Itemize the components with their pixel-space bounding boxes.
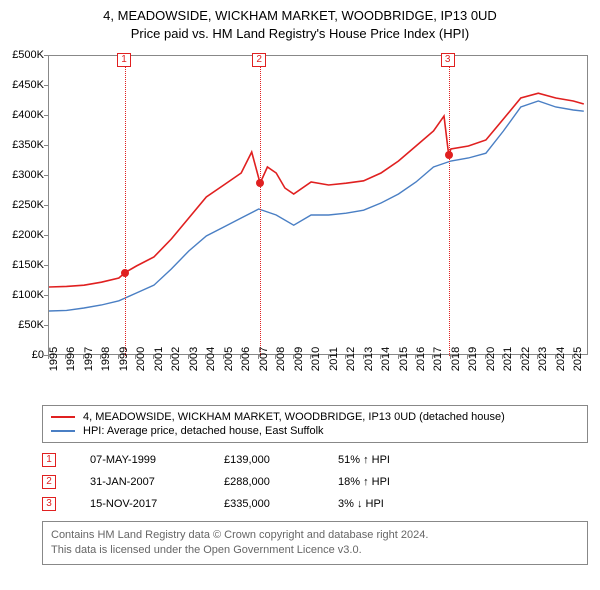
- event-price: £288,000: [224, 476, 304, 488]
- ytick-label: £300K: [12, 169, 44, 181]
- xtick-label: 1996: [65, 347, 77, 371]
- xtick-label: 2006: [240, 347, 252, 371]
- xtick-label: 2009: [293, 347, 305, 371]
- xtick-label: 2014: [380, 347, 392, 371]
- xtick-label: 1997: [83, 347, 95, 371]
- xtick-label: 2019: [467, 347, 479, 371]
- event-hpi: 3% ↓ HPI: [338, 498, 448, 510]
- xtick-label: 2005: [223, 347, 235, 371]
- xtick-label: 2024: [555, 347, 567, 371]
- ytick-label: £400K: [12, 109, 44, 121]
- event-point: [121, 269, 129, 277]
- title-sub: Price paid vs. HM Land Registry's House …: [10, 26, 590, 41]
- event-table: 1 07-MAY-1999 £139,000 51% ↑ HPI 2 31-JAN-200…: [42, 449, 588, 515]
- event-vline: [449, 56, 450, 356]
- xtick-label: 2000: [135, 347, 147, 371]
- ytick-label: £200K: [12, 229, 44, 241]
- event-row: 3 15-NOV-2017 £335,000 3% ↓ HPI: [42, 493, 588, 515]
- xtick-label: 2011: [328, 347, 340, 371]
- event-marker: 3: [42, 497, 56, 511]
- xtick-label: 2004: [205, 347, 217, 371]
- ytick-label: £450K: [12, 79, 44, 91]
- ytick-label: £50K: [18, 319, 44, 331]
- xtick-label: 2001: [153, 347, 165, 371]
- legend-label: HPI: Average price, detached house, East…: [83, 425, 324, 437]
- xtick-label: 1998: [100, 347, 112, 371]
- event-marker-box: 1: [117, 53, 131, 67]
- event-marker: 1: [42, 453, 56, 467]
- event-vline: [260, 56, 261, 356]
- ytick-label: £100K: [12, 289, 44, 301]
- chart-area: £0 £50K £100K £150K £200K £250K £300K £350K £400…: [0, 45, 600, 405]
- legend: 4, MEADOWSIDE, WICKHAM MARKET, WOODBRIDG…: [42, 405, 588, 443]
- xtick-label: 2015: [398, 347, 410, 371]
- xtick-label: 1995: [48, 347, 60, 371]
- xtick-label: 2025: [572, 347, 584, 371]
- plot-region: [48, 55, 588, 355]
- event-hpi: 18% ↑ HPI: [338, 476, 448, 488]
- legend-row: 4, MEADOWSIDE, WICKHAM MARKET, WOODBRIDG…: [51, 410, 579, 424]
- xtick-label: 2018: [450, 347, 462, 371]
- ytick-label: £350K: [12, 139, 44, 151]
- event-date: 07-MAY-1999: [90, 454, 190, 466]
- ytick-label: £0: [32, 349, 44, 361]
- event-marker-box: 2: [252, 53, 266, 67]
- event-vline: [125, 56, 126, 356]
- xtick-label: 1999: [118, 347, 130, 371]
- legend-swatch: [51, 430, 75, 432]
- xtick-label: 2012: [345, 347, 357, 371]
- event-row: 1 07-MAY-1999 £139,000 51% ↑ HPI: [42, 449, 588, 471]
- xtick-label: 2023: [537, 347, 549, 371]
- event-date: 15-NOV-2017: [90, 498, 190, 510]
- event-price: £139,000: [224, 454, 304, 466]
- xtick-label: 2010: [310, 347, 322, 371]
- event-date: 31-JAN-2007: [90, 476, 190, 488]
- legend-swatch: [51, 416, 75, 418]
- ytick-label: £250K: [12, 199, 44, 211]
- xtick-label: 2022: [520, 347, 532, 371]
- xtick-label: 2017: [432, 347, 444, 371]
- series-hpi: [49, 101, 584, 311]
- xtick-label: 2020: [485, 347, 497, 371]
- xtick-label: 2008: [275, 347, 287, 371]
- footer-line2: This data is licensed under the Open Gov…: [51, 543, 579, 558]
- footer-line1: Contains HM Land Registry data © Crown c…: [51, 528, 579, 543]
- xtick-label: 2021: [502, 347, 514, 371]
- event-hpi: 51% ↑ HPI: [338, 454, 448, 466]
- xtick-label: 2007: [258, 347, 270, 371]
- xtick-label: 2002: [170, 347, 182, 371]
- xtick-label: 2003: [188, 347, 200, 371]
- event-price: £335,000: [224, 498, 304, 510]
- xtick-label: 2016: [415, 347, 427, 371]
- ytick-label: £150K: [12, 259, 44, 271]
- chart-container: 4, MEADOWSIDE, WICKHAM MARKET, WOODBRIDG…: [0, 0, 600, 565]
- plot-svg: [49, 56, 589, 356]
- event-marker: 2: [42, 475, 56, 489]
- titles: 4, MEADOWSIDE, WICKHAM MARKET, WOODBRIDG…: [0, 0, 600, 45]
- ytick-label: £500K: [12, 49, 44, 61]
- event-marker-box: 3: [441, 53, 455, 67]
- legend-label: 4, MEADOWSIDE, WICKHAM MARKET, WOODBRIDG…: [83, 411, 505, 423]
- title-main: 4, MEADOWSIDE, WICKHAM MARKET, WOODBRIDG…: [10, 8, 590, 23]
- xtick-label: 2013: [363, 347, 375, 371]
- event-point: [256, 179, 264, 187]
- event-point: [445, 151, 453, 159]
- footer: Contains HM Land Registry data © Crown c…: [42, 521, 588, 565]
- series-property: [49, 93, 584, 287]
- legend-row: HPI: Average price, detached house, East…: [51, 424, 579, 438]
- event-row: 2 31-JAN-2007 £288,000 18% ↑ HPI: [42, 471, 588, 493]
